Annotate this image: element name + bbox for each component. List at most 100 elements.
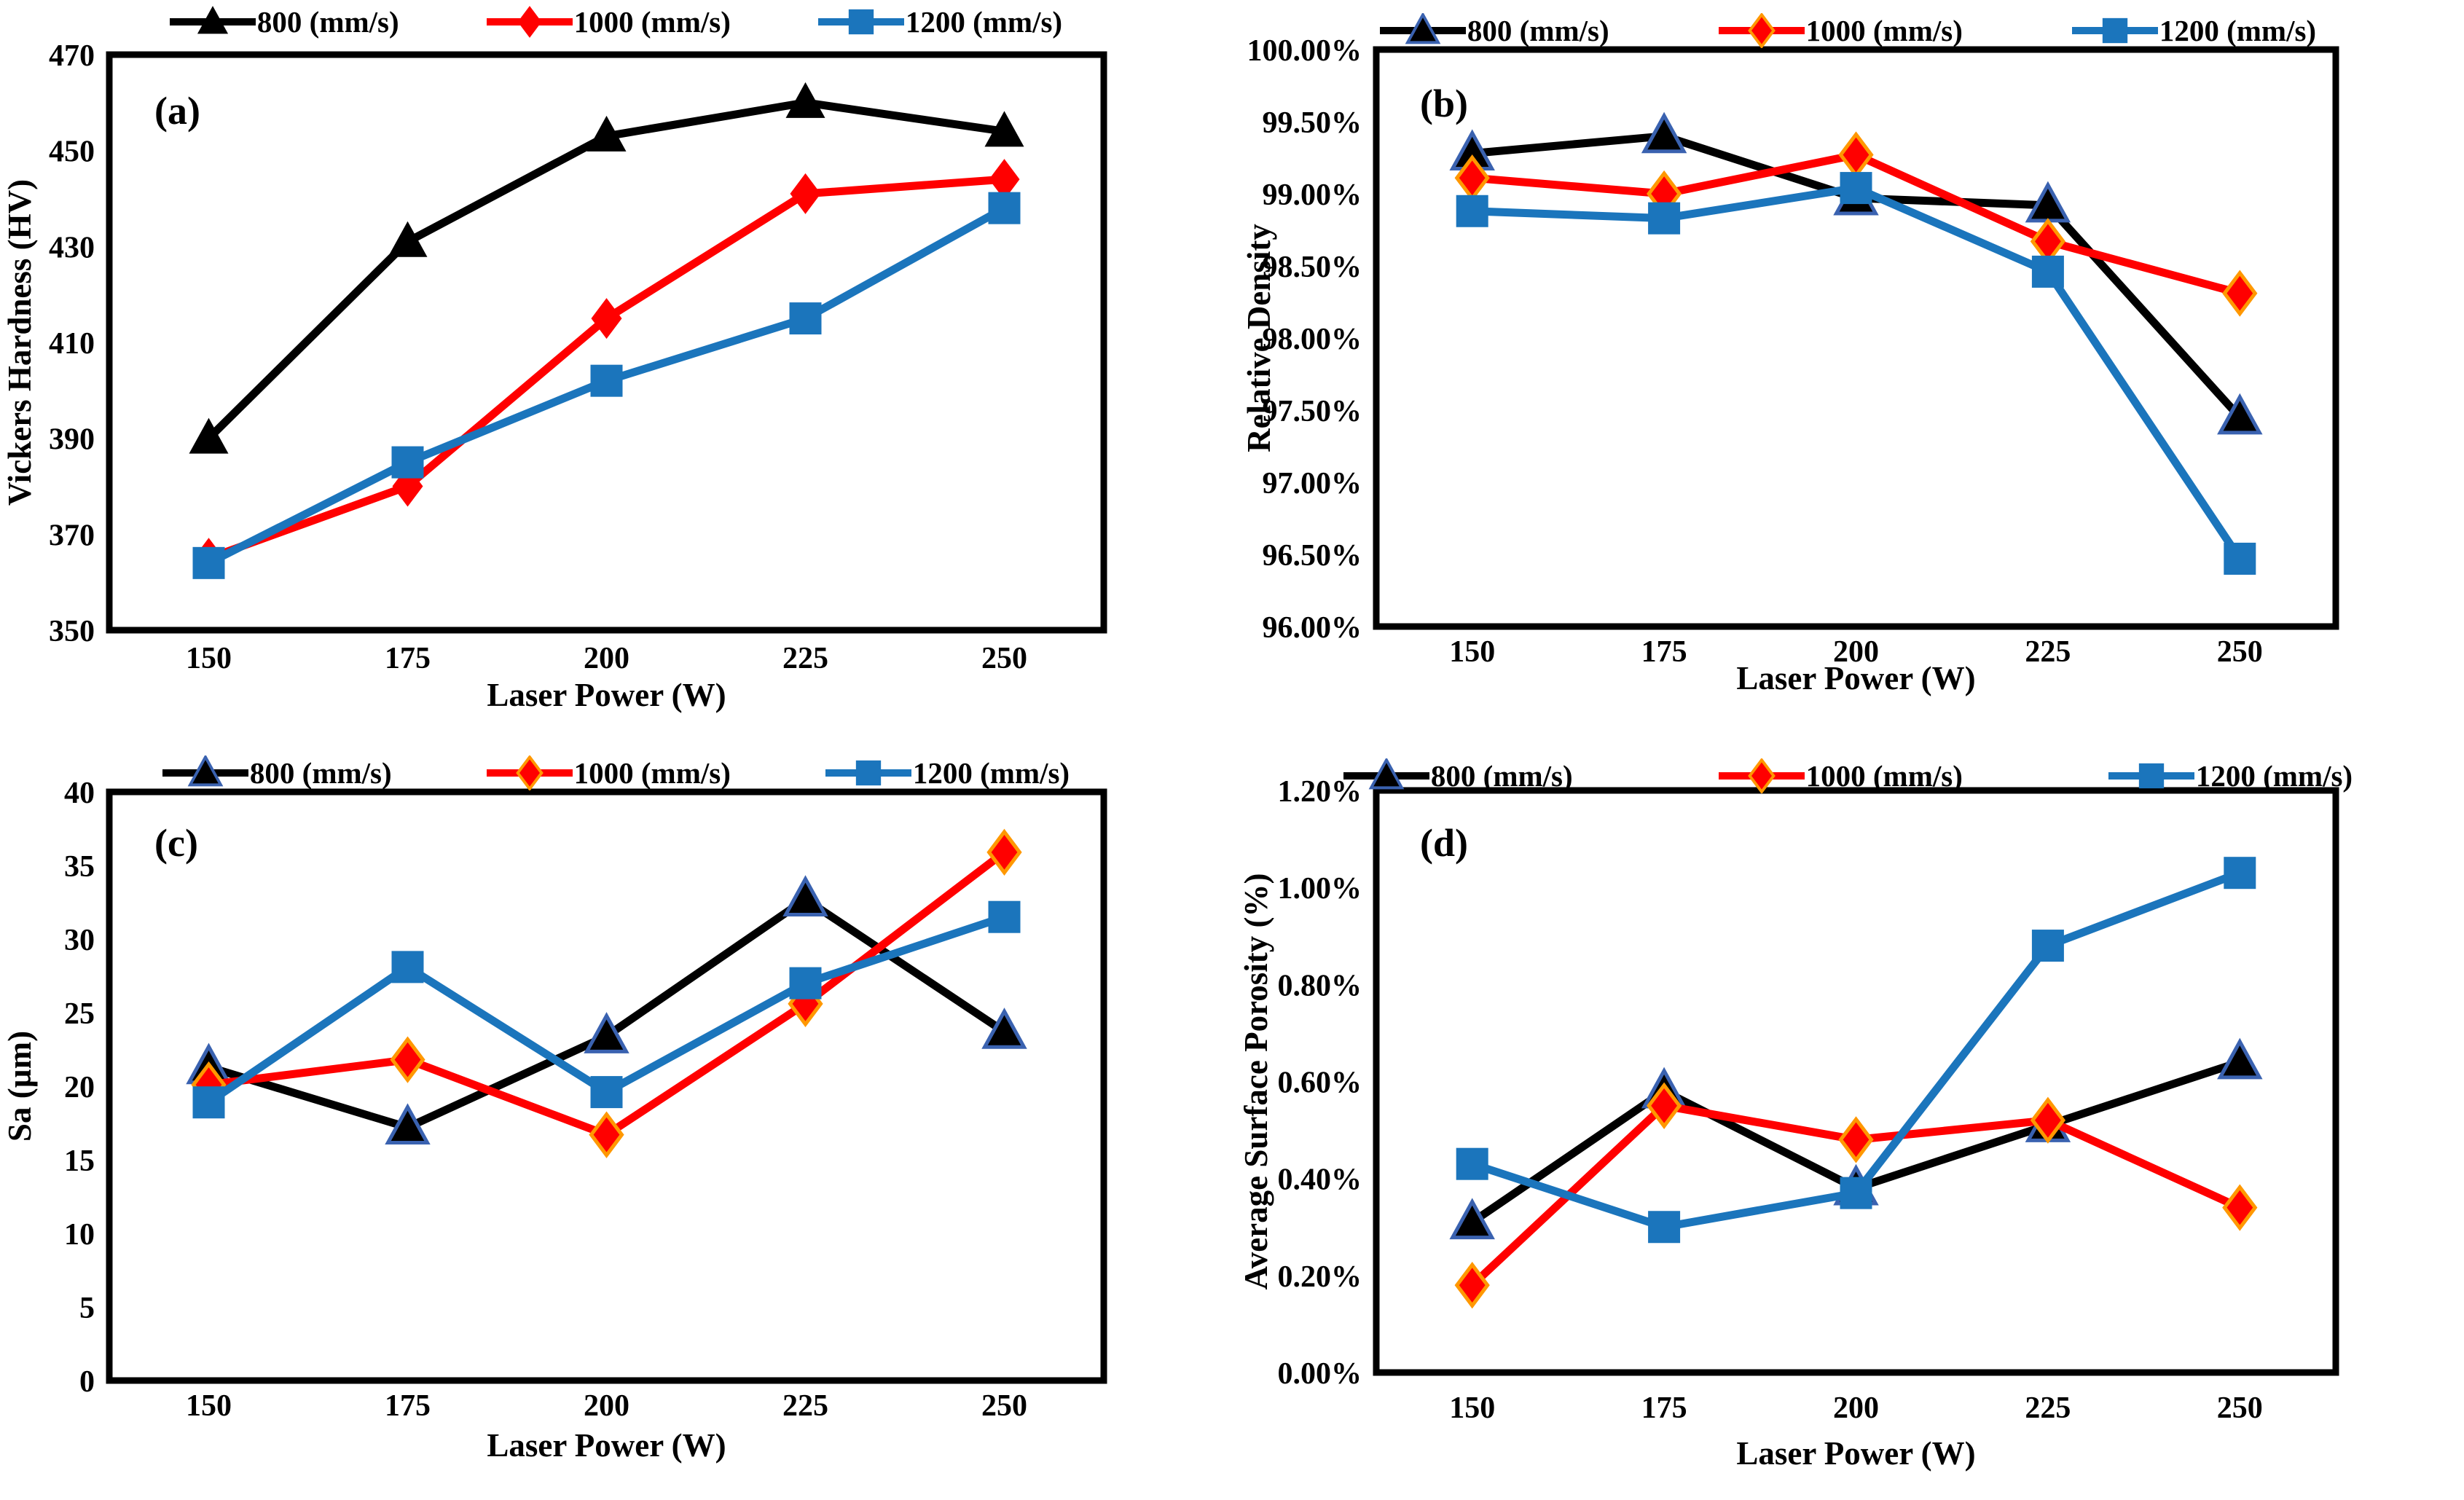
legend-c: 800 (mm/s) 1000 (mm/s) 1200 (mm/s)	[0, 754, 1232, 792]
svg-text:97.50%: 97.50%	[1263, 395, 1362, 428]
chart-surface-roughness: 0 5 10 15 20 25 30 35 40 150 175 200 225 250 Laser Pow…	[1, 777, 1107, 1464]
svg-text:20: 20	[64, 1071, 95, 1104]
panel-a: 800 (mm/s) 1000 (mm/s) 1200 (mm/s) 350 37…	[0, 0, 1232, 750]
legend-label-800: 800 (mm/s)	[256, 5, 399, 39]
svg-text:(b): (b)	[1420, 82, 1468, 125]
svg-text:150: 150	[1449, 1391, 1495, 1425]
legend-label-1000: 1000 (mm/s)	[1805, 759, 1963, 793]
legend-item-1000: 1000 (mm/s)	[1718, 757, 1963, 795]
svg-text:(c): (c)	[154, 821, 198, 865]
svg-text:200: 200	[584, 1389, 629, 1423]
svg-text:Sa (µm): Sa (µm)	[1, 1031, 38, 1142]
legend-item-800: 800 (mm/s)	[1379, 12, 1609, 48]
svg-text:40: 40	[64, 777, 95, 810]
legend-label-1000: 1000 (mm/s)	[573, 5, 731, 39]
legend-label-1000: 1000 (mm/s)	[573, 756, 731, 790]
svg-text:225: 225	[2025, 1391, 2071, 1425]
svg-text:96.00%: 96.00%	[1263, 611, 1362, 645]
svg-text:(a): (a)	[154, 89, 200, 133]
svg-text:390: 390	[49, 423, 95, 457]
legend-item-1200: 1200 (mm/s)	[2108, 758, 2353, 793]
diamond-series-marker-icon	[486, 754, 573, 792]
triangle-series-marker-icon	[162, 754, 248, 790]
svg-text:0.20%: 0.20%	[1278, 1260, 1362, 1294]
svg-text:0.40%: 0.40%	[1278, 1163, 1362, 1197]
svg-text:Vickers Hardness (HV): Vickers Hardness (HV)	[1, 179, 38, 506]
svg-text:99.00%: 99.00%	[1263, 178, 1362, 212]
svg-text:Laser Power (W): Laser Power (W)	[487, 677, 726, 713]
legend-label-1200: 1200 (mm/s)	[2195, 759, 2353, 793]
svg-text:Laser Power (W): Laser Power (W)	[1736, 1435, 1975, 1472]
svg-text:225: 225	[2025, 635, 2071, 669]
svg-text:250: 250	[981, 642, 1027, 675]
legend-item-1000: 1000 (mm/s)	[1718, 12, 1963, 50]
chart-relative-density: 96.00% 96.50% 97.00% 97.50% 98.00% 98.50% 99.0…	[1241, 34, 2339, 696]
svg-text:370: 370	[49, 519, 95, 552]
legend-item-1000: 1000 (mm/s)	[486, 4, 731, 39]
diamond-series-marker-icon	[486, 4, 573, 39]
chart-vickers-hardness: 350 370 390 410 430 450 470 150 175 200 225 250 Lase…	[1, 39, 1107, 713]
svg-text:Laser Power (W): Laser Power (W)	[1736, 660, 1975, 696]
legend-label-1200: 1200 (mm/s)	[912, 756, 1070, 790]
panel-c: 800 (mm/s) 1000 (mm/s) 1200 (mm/s) 0 5 10 1…	[0, 750, 1232, 1500]
legend-label-800: 800 (mm/s)	[249, 756, 392, 790]
svg-text:175: 175	[385, 1389, 431, 1423]
legend-label-1000: 1000 (mm/s)	[1805, 14, 1963, 47]
svg-text:98.00%: 98.00%	[1263, 323, 1362, 356]
svg-text:0: 0	[79, 1365, 95, 1399]
chart-surface-porosity: 0.00% 0.20% 0.40% 0.60% 0.80% 1.00% 1.20% 150 17…	[1238, 775, 2339, 1472]
svg-text:430: 430	[49, 231, 95, 264]
legend-item-1200: 1200 (mm/s)	[825, 755, 1070, 790]
square-series-marker-icon	[2071, 13, 2158, 48]
svg-text:200: 200	[584, 642, 629, 675]
square-series-marker-icon	[825, 755, 911, 790]
diamond-series-marker-icon	[1718, 12, 1805, 50]
svg-text:30: 30	[64, 924, 95, 957]
triangle-series-marker-icon	[169, 4, 256, 39]
svg-text:225: 225	[782, 642, 828, 675]
svg-text:250: 250	[981, 1389, 1027, 1423]
legend-label-1200: 1200 (mm/s)	[2159, 14, 2317, 47]
triangle-series-marker-icon	[1379, 12, 1466, 48]
svg-text:5: 5	[79, 1292, 95, 1325]
svg-text:Laser Power (W): Laser Power (W)	[487, 1427, 726, 1464]
svg-text:200: 200	[1833, 1391, 1879, 1425]
svg-text:450: 450	[49, 136, 95, 169]
svg-text:150: 150	[186, 642, 232, 675]
panel-b: 800 (mm/s) 1000 (mm/s) 1200 (mm/s) 96.00…	[1232, 0, 2464, 750]
svg-text:250: 250	[2217, 635, 2263, 669]
square-series-marker-icon	[817, 4, 904, 39]
svg-text:10: 10	[64, 1218, 95, 1252]
svg-text:96.50%: 96.50%	[1263, 539, 1362, 573]
svg-text:35: 35	[64, 850, 95, 884]
svg-text:0.80%: 0.80%	[1278, 969, 1362, 1002]
svg-text:150: 150	[1449, 635, 1495, 669]
svg-text:250: 250	[2217, 1391, 2263, 1425]
legend-d: 800 (mm/s) 1000 (mm/s) 1200 (mm/s)	[1232, 757, 2464, 795]
svg-text:0.00%: 0.00%	[1278, 1357, 1362, 1391]
svg-text:98.50%: 98.50%	[1263, 251, 1362, 284]
svg-text:(d): (d)	[1420, 821, 1468, 865]
legend-label-1200: 1200 (mm/s)	[905, 5, 1063, 39]
legend-item-800: 800 (mm/s)	[1343, 757, 1573, 793]
legend-item-800: 800 (mm/s)	[162, 754, 392, 790]
legend-item-1000: 1000 (mm/s)	[486, 754, 731, 792]
legend-item-800: 800 (mm/s)	[169, 4, 399, 39]
svg-text:15: 15	[64, 1144, 95, 1178]
svg-text:1.00%: 1.00%	[1278, 872, 1362, 906]
svg-text:410: 410	[49, 327, 95, 361]
legend-label-800: 800 (mm/s)	[1430, 759, 1573, 793]
svg-text:0.60%: 0.60%	[1278, 1067, 1362, 1100]
svg-text:150: 150	[186, 1389, 232, 1423]
square-series-marker-icon	[2108, 758, 2194, 793]
svg-text:97.00%: 97.00%	[1263, 467, 1362, 500]
svg-text:Average Surface Porosity (%): Average Surface Porosity (%)	[1238, 873, 1274, 1290]
svg-text:175: 175	[1641, 635, 1687, 669]
svg-text:175: 175	[1641, 1391, 1687, 1425]
svg-text:99.50%: 99.50%	[1263, 106, 1362, 140]
legend-b: 800 (mm/s) 1000 (mm/s) 1200 (mm/s)	[1232, 12, 2464, 50]
svg-text:470: 470	[49, 39, 95, 73]
panel-d: 800 (mm/s) 1000 (mm/s) 1200 (mm/s) 0.00%…	[1232, 750, 2464, 1500]
legend-item-1200: 1200 (mm/s)	[2071, 13, 2317, 48]
